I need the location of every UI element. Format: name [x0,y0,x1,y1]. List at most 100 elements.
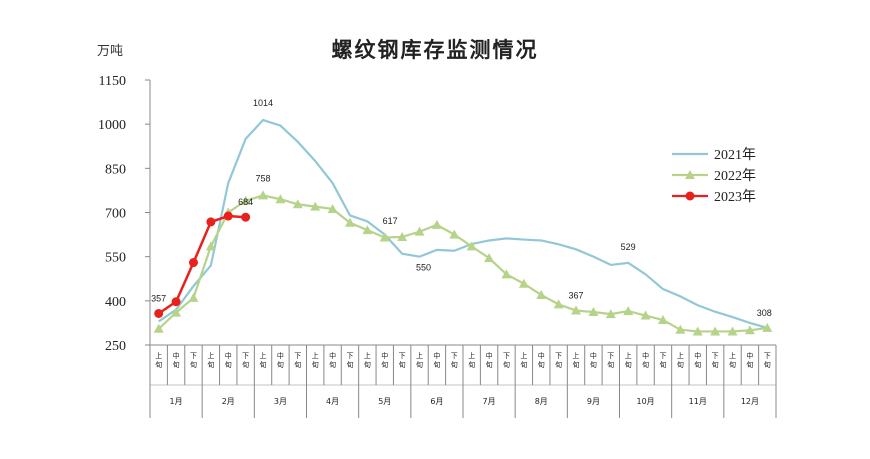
data-point-2022年 [536,289,547,299]
series-line-2022年 [157,194,768,333]
x-period-label: 中旬 [173,351,180,369]
x-period-label: 中旬 [538,351,545,369]
data-point-2023年 [171,297,181,307]
x-period-label: 中旬 [694,351,701,369]
data-label: 357 [151,293,166,303]
data-label: 550 [416,263,431,273]
data-point-2022年 [379,232,390,242]
x-period-label: 下旬 [294,352,301,369]
data-point-2022年 [414,226,425,236]
x-period-label: 上旬 [260,351,267,369]
x-month-label: 7月 [483,397,496,406]
x-period-label: 上旬 [468,351,475,369]
y-tick-label: 400 [105,295,126,310]
data-point-2022年 [275,194,286,204]
data-point-2022年 [153,323,164,333]
data-label: 308 [757,308,772,318]
data-point-2022年 [362,225,373,235]
data-point-2022年 [762,322,773,332]
x-period-label: 上旬 [677,351,684,369]
data-point-2022年 [675,324,686,334]
data-point-2022年 [240,195,251,205]
data-point-2022年 [188,292,199,302]
data-point-2022年 [310,201,321,211]
legend-marker-2023年 [685,191,695,201]
x-period-label: 上旬 [312,351,319,369]
data-point-2022年 [397,231,408,241]
series-line-2023年 [157,214,246,315]
y-axis-unit: 万吨 [97,44,124,59]
data-point-2022年 [605,309,616,319]
data-label: 758 [256,173,271,183]
x-month-label: 5月 [378,397,391,406]
legend-marker-2022年 [685,170,695,179]
x-period-label: 下旬 [399,352,406,369]
data-point-2022年 [553,299,564,309]
data-label: 529 [621,242,636,252]
x-month-label: 11月 [689,397,707,406]
data-point-2022年 [623,306,634,316]
data-point-2022年 [692,326,703,336]
x-month-label: 12月 [741,397,759,406]
y-tick-label: 700 [105,207,126,222]
x-period-label: 上旬 [729,351,736,369]
x-period-label: 下旬 [555,352,562,369]
data-point-2022年 [466,241,477,251]
x-period-label: 中旬 [381,351,388,369]
data-point-2022年 [588,307,599,317]
data-point-2022年 [344,217,355,227]
x-month-label: 1月 [170,397,183,406]
x-period-label: 下旬 [242,352,249,369]
x-month-label: 3月 [274,397,287,406]
x-period-label: 下旬 [607,352,614,369]
data-point-2022年 [501,269,512,279]
x-period-label: 上旬 [416,351,423,369]
data-point-2022年 [205,241,216,251]
data-point-2022年 [327,203,338,213]
data-label: 367 [569,291,584,301]
data-point-2022年 [484,253,495,263]
x-period-label: 上旬 [625,351,632,369]
x-period-label: 下旬 [712,352,719,369]
data-point-2023年 [206,217,216,227]
x-period-label: 下旬 [764,352,771,369]
data-point-2022年 [449,229,460,239]
legend-label-2021年: 2021年 [714,147,756,163]
x-period-label: 下旬 [451,352,458,369]
data-point-2022年 [171,307,182,317]
x-period-label: 中旬 [590,351,597,369]
data-point-2022年 [431,219,442,229]
series-line-2021年 [158,118,768,329]
data-point-2023年 [241,212,251,222]
data-point-2022年 [727,326,738,336]
data-point-2023年 [154,308,164,318]
x-period-label: 上旬 [520,351,527,369]
x-period-label: 上旬 [573,351,580,369]
x-period-label: 下旬 [659,352,666,369]
data-point-2022年 [710,326,721,336]
x-period-label: 中旬 [746,351,753,369]
x-period-label: 下旬 [503,352,510,369]
data-label: 684 [238,197,253,207]
legend-label-2022年: 2022年 [714,168,756,184]
chart-title: 螺纹钢库存监测情况 [331,38,539,62]
y-tick-label: 250 [105,339,126,354]
x-month-label: 4月 [326,397,339,406]
y-tick-label: 1150 [99,74,126,89]
data-point-2022年 [571,305,582,315]
x-period-label: 上旬 [364,351,371,369]
data-point-2022年 [292,199,303,209]
x-period-label: 中旬 [433,351,440,369]
data-point-2022年 [744,325,755,335]
x-month-label: 6月 [430,397,443,406]
data-point-2022年 [657,314,668,324]
x-month-label: 8月 [535,397,548,406]
x-period-label: 中旬 [277,351,284,369]
data-point-2023年 [188,258,198,268]
x-period-label: 下旬 [190,352,197,369]
y-tick-label: 1000 [98,118,126,133]
x-period-label: 下旬 [346,352,353,369]
y-tick-label: 550 [105,251,126,266]
